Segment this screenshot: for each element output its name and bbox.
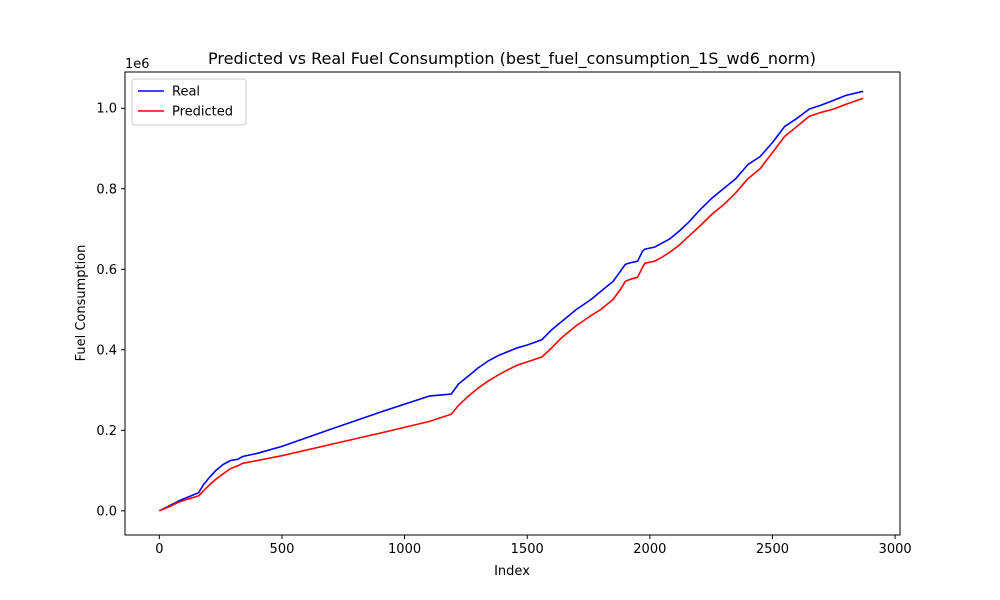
x-tick-label: 1500 xyxy=(511,542,544,557)
y-tick-label: 1.0 xyxy=(96,102,117,117)
legend-label-real: Real xyxy=(172,85,200,100)
legend: Real Predicted xyxy=(131,78,247,126)
chart-title: Predicted vs Real Fuel Consumption (best… xyxy=(208,49,816,69)
y-tick-label: 0.2 xyxy=(96,424,117,439)
x-tick-label: 3000 xyxy=(879,542,912,557)
y-tick-label: 0.0 xyxy=(96,504,117,519)
plot-frame xyxy=(124,71,901,536)
legend-label-predicted: Predicted xyxy=(172,105,233,120)
plot-area xyxy=(124,71,901,536)
y-tick-label: 0.4 xyxy=(96,343,117,358)
y-axis-offset-label: 1e6 xyxy=(125,57,150,72)
x-axis-label: Index xyxy=(494,564,530,579)
x-tick-label: 2000 xyxy=(633,542,666,557)
y-axis-label: Fuel Consumption xyxy=(74,245,89,362)
y-tick-label: 0.8 xyxy=(96,182,117,197)
x-tick-label: 500 xyxy=(270,542,295,557)
x-tick-label: 0 xyxy=(155,542,163,557)
series-line-predicted xyxy=(158,97,864,512)
series-layer xyxy=(158,90,864,512)
x-tick-label: 1000 xyxy=(388,542,421,557)
x-tick-label: 2500 xyxy=(756,542,789,557)
series-line-real xyxy=(158,90,864,512)
ticks-layer: 0 500 1000 1500 2000 2500 3000 0.0 0.2 0.4 0.6 0.8 1… xyxy=(96,102,911,557)
y-tick-label: 0.6 xyxy=(96,263,117,278)
